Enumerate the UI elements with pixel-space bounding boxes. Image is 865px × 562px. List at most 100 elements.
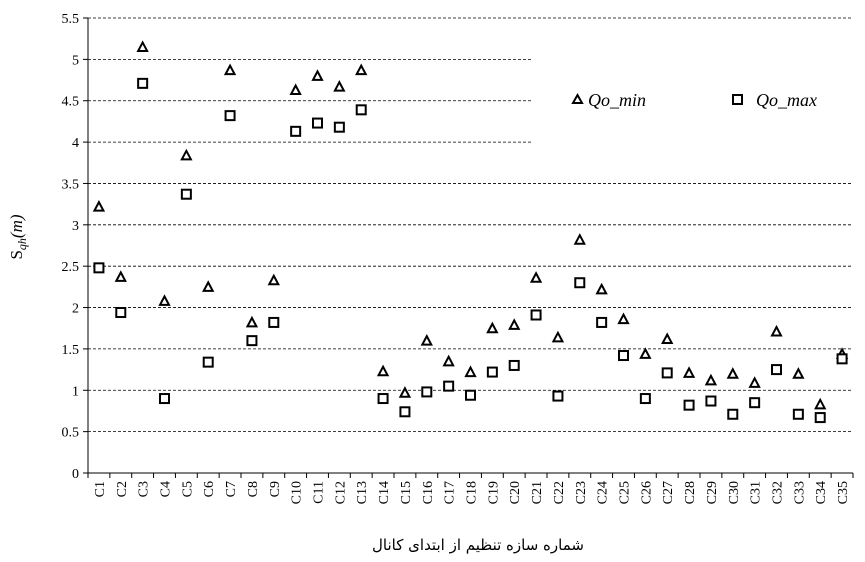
point-qo-min	[551, 330, 565, 343]
point-qo-min	[661, 332, 674, 344]
point-qo-max	[771, 364, 782, 376]
point-qo-max	[814, 412, 826, 424]
y-axis-title-symbol: S	[7, 250, 26, 259]
y-tick-label: 1	[72, 384, 79, 399]
point-qo-min	[814, 397, 827, 410]
point-qo-max	[180, 188, 192, 200]
x-tick-label: C3	[137, 481, 152, 497]
point-qo-min	[726, 367, 739, 379]
x-tick-label: C21	[530, 481, 545, 504]
x-tick-label: C27	[661, 481, 676, 504]
point-qo-min	[748, 376, 761, 388]
point-qo-max	[246, 335, 258, 347]
point-qo-max	[399, 406, 411, 418]
x-tick-label: C12	[333, 481, 348, 504]
x-tick-label: C10	[290, 481, 305, 504]
point-qo-max	[355, 104, 367, 116]
point-qo-max	[290, 125, 302, 137]
point-qo-max	[596, 316, 608, 328]
point-qo-min	[704, 373, 718, 386]
x-tick-label: C33	[792, 481, 807, 504]
point-qo-max	[792, 408, 804, 420]
legend-label-qo-min: Qo_min	[588, 90, 646, 110]
point-qo-min	[333, 80, 346, 92]
point-qo-min	[223, 63, 237, 76]
legend-item-qo-max: Qo_max	[732, 90, 817, 110]
x-tick-label: C6	[202, 481, 217, 497]
y-tick-label: 1.5	[62, 343, 80, 358]
point-qo-min	[202, 280, 215, 292]
y-tick-label: 2.5	[62, 260, 80, 275]
point-qo-max	[421, 386, 433, 398]
x-tick-label: C20	[508, 481, 523, 504]
point-qo-min	[180, 148, 193, 161]
point-qo-max	[159, 393, 170, 405]
x-tick-label: C5	[180, 481, 195, 497]
x-tick-label: C23	[574, 481, 589, 504]
grid-lines	[88, 17, 853, 433]
point-qo-max	[224, 110, 236, 122]
point-qo-max	[661, 367, 673, 379]
x-tick-label: C16	[421, 481, 436, 504]
point-qo-min	[792, 367, 805, 379]
point-qo-max	[530, 309, 542, 321]
y-axis-ticks: 0 0.5 1 1.5 2 2.5 3 3.5 4 4.5 5 5.5	[62, 12, 88, 482]
legend-label-qo-max: Qo_max	[756, 90, 817, 110]
y-tick-label: 3.5	[62, 177, 80, 192]
point-qo-max	[312, 117, 323, 129]
point-qo-max	[749, 397, 761, 409]
x-tick-label: C32	[771, 481, 786, 504]
x-tick-label: C18	[465, 481, 480, 504]
y-tick-label: 0.5	[62, 426, 80, 441]
point-qo-max	[836, 353, 848, 365]
point-qo-min	[682, 366, 696, 378]
point-qo-min	[595, 282, 608, 295]
point-qo-min	[398, 386, 412, 398]
point-qo-max	[268, 316, 280, 328]
point-qo-min	[245, 315, 259, 328]
legend-square-icon	[732, 94, 743, 105]
x-tick-label: C17	[443, 481, 458, 504]
x-tick-label: C29	[705, 481, 720, 504]
x-tick-label: C26	[639, 481, 654, 504]
x-tick-label: C14	[377, 481, 392, 504]
y-axis-title-subscript: qh	[15, 238, 29, 250]
point-qo-min	[508, 318, 521, 330]
point-qo-min	[289, 83, 302, 95]
y-tick-label: 4.5	[62, 95, 80, 110]
x-tick-label: C7	[224, 481, 239, 497]
x-tick-label: C22	[552, 481, 567, 504]
x-tick-label: C2	[115, 481, 130, 497]
legend-item-qo-min: Qo_min	[571, 90, 646, 110]
y-tick-label: 0	[72, 467, 79, 482]
x-axis-ticks: C1 C2 C3 C4 C5 C6 C7 C8 C9 C10 C11 C12 C13 C14 C15 C16 C…	[87, 473, 854, 504]
point-qo-max	[202, 356, 214, 368]
y-tick-label: 5.5	[62, 12, 80, 27]
y-tick-label: 2	[72, 302, 79, 317]
point-qo-max	[486, 366, 498, 378]
point-qo-max	[465, 389, 476, 401]
point-qo-min	[158, 294, 171, 306]
y-tick-label: 4	[72, 136, 79, 151]
data-markers	[92, 40, 849, 424]
point-qo-min	[136, 40, 149, 52]
point-qo-max	[333, 121, 345, 133]
point-qo-min	[486, 321, 499, 334]
point-qo-max	[552, 390, 564, 402]
x-tick-label: C11	[312, 481, 327, 504]
point-qo-min	[114, 270, 127, 282]
point-qo-min	[311, 69, 324, 81]
y-axis-title: Sqh(m)	[7, 214, 29, 259]
legend: Qo_min Qo_max	[571, 90, 817, 110]
point-qo-min	[639, 347, 652, 359]
point-qo-min	[355, 63, 368, 76]
point-qo-min	[92, 199, 106, 212]
x-tick-label: C24	[596, 481, 611, 504]
point-qo-max	[137, 77, 149, 89]
point-qo-min	[420, 333, 433, 346]
y-tick-label: 5	[72, 53, 79, 68]
point-qo-max	[574, 277, 586, 289]
point-qo-max	[639, 393, 651, 405]
x-axis-title: شماره سازه تنظیم از ابتدای کانال	[372, 536, 584, 554]
